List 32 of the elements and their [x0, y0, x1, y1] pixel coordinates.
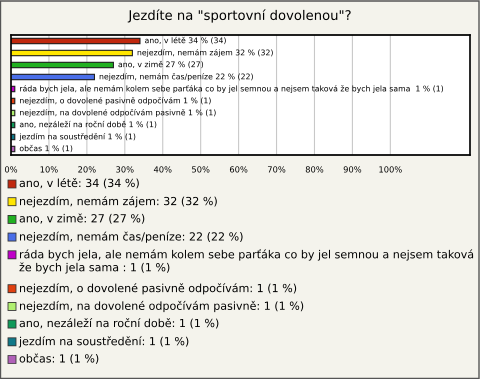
x-tick-label: 60%: [230, 166, 248, 173]
bar: [11, 86, 16, 92]
text: občas: 1 (1 %): [20, 354, 98, 364]
text: nejezdím, nemám čas/peníze: 22 (22 %): [20, 232, 243, 243]
x-tick-label: 50%: [192, 166, 210, 173]
x-tick-label: 20%: [78, 166, 96, 173]
text: jezdím na soustředění: 1 (1 %): [18, 336, 188, 348]
text: ano, nezáleží na roční době: 1 (1 %): [20, 318, 218, 329]
bar: [11, 122, 16, 128]
x-tick-label: 90%: [344, 166, 362, 173]
bar: [11, 134, 16, 140]
bar: [11, 38, 141, 44]
bar: [11, 62, 114, 68]
text: ráda bych jela, ale nemám kolem sebe parťáka co by jel semnou a nejsem taková že bych jela sama : 1 (1 %): [19, 249, 474, 274]
text: nejezdím, nemám zájem: 32 (32 %): [20, 196, 217, 208]
text: nejezdím, na dovolené odpočívám pasivně: 1 (1 %): [20, 300, 304, 312]
x-tick-label: 10%: [40, 166, 58, 173]
x-tick-label: 40%: [154, 166, 172, 173]
x-tick-label: 0%: [4, 166, 18, 173]
text: ano, v létě: 34 (34 %): [20, 178, 139, 188]
x-tick-label: 100%: [379, 166, 402, 173]
bar: [11, 50, 133, 56]
chart-title: Jezdíte na "sportovní dovolenou"?: [128, 9, 351, 23]
text: ano, v zimě: 27 (27 %): [20, 213, 144, 224]
x-tick-label: 30%: [116, 166, 134, 173]
x-tick-label: 80%: [306, 166, 324, 173]
text: nejezdím, o dovolené pasivně odpočívám: 1 (1 %): [20, 283, 296, 294]
bar: [11, 146, 16, 152]
x-tick-label: 70%: [268, 166, 286, 173]
bar: [11, 110, 16, 116]
bar: [11, 98, 16, 104]
bar: [11, 74, 96, 80]
